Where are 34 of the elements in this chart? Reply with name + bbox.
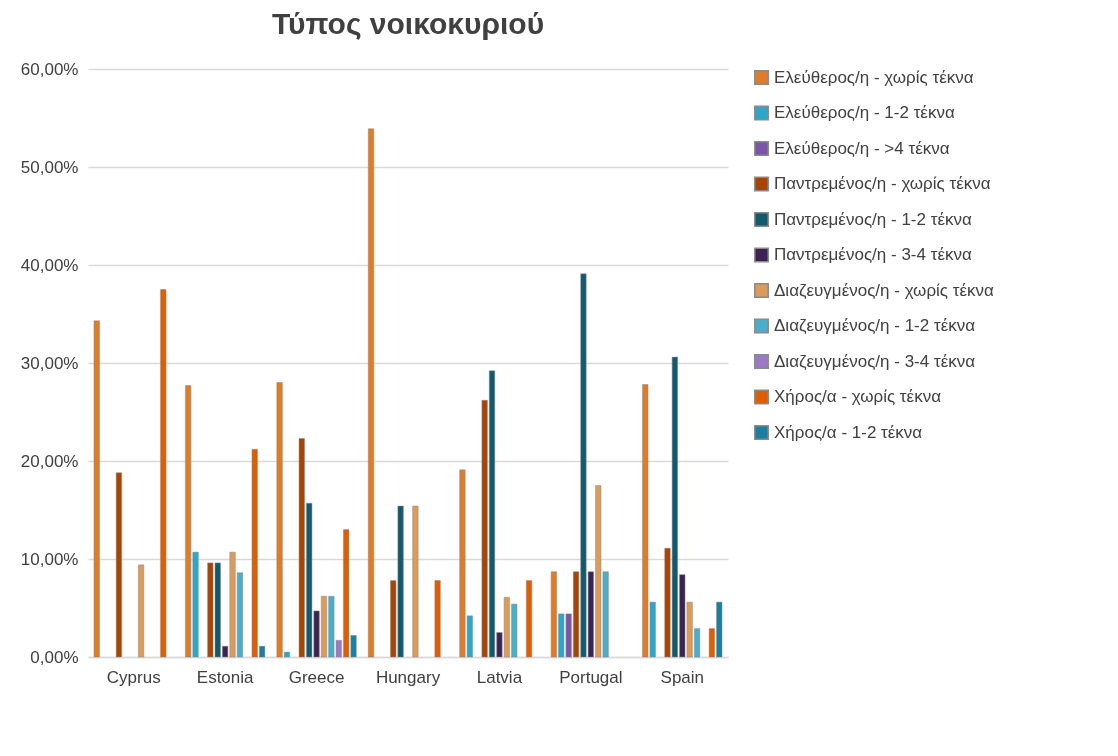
y-tick-label: 50,00% bbox=[20, 157, 79, 177]
chart-title: Τύπος νοικοκυριού bbox=[271, 7, 545, 40]
x-tick-label: Cyprus bbox=[106, 667, 161, 687]
legend-label: Ελεύθερος/η - χωρίς τέκνα bbox=[774, 67, 974, 87]
bar bbox=[93, 320, 100, 658]
legend-label: Ελεύθερος/η - >4 τέκνα bbox=[774, 138, 950, 158]
x-tick-label: Latvia bbox=[476, 667, 523, 687]
x-tick-label: Greece bbox=[288, 667, 345, 687]
bar bbox=[115, 472, 122, 658]
legend-label: Χήρος/α - χωρίς τέκνα bbox=[774, 387, 942, 406]
bar bbox=[138, 564, 145, 658]
y-tick-label: 0,00% bbox=[30, 647, 79, 667]
legend-label: Παντρεμένος/η - 3-4 τέκνα bbox=[774, 245, 972, 264]
y-tick-label: 10,00% bbox=[20, 549, 79, 569]
legend-label: Διαζευγμένος/η - 1-2 τέκνα bbox=[774, 316, 976, 335]
legend-label: Παντρεμένος/η - 1-2 τέκνα bbox=[774, 209, 972, 229]
y-tick-label: 20,00% bbox=[20, 451, 79, 471]
legend-label: Χήρος/α - 1-2 τέκνα bbox=[774, 422, 923, 442]
x-tick-label: Hungary bbox=[375, 667, 441, 687]
y-tick-label: 30,00% bbox=[20, 353, 79, 373]
x-tick-label: Estonia bbox=[196, 667, 255, 687]
bar bbox=[412, 505, 419, 658]
y-tick-label: 60,00% bbox=[20, 59, 79, 79]
bar bbox=[160, 289, 167, 658]
x-tick-label: Portugal bbox=[559, 667, 623, 687]
bar bbox=[434, 580, 441, 658]
legend-label: Παντρεμένος/η - χωρίς τέκνα bbox=[774, 174, 991, 193]
legend-label: Ελεύθερος/η - 1-2 τέκνα bbox=[774, 103, 955, 122]
legend-label: Διαζευγμένος/η - χωρίς τέκνα bbox=[774, 280, 995, 300]
legend-label: Διαζευγμένος/η - 3-4 τέκνα bbox=[774, 351, 976, 371]
bar bbox=[526, 580, 533, 658]
x-tick-label: Spain bbox=[660, 667, 705, 687]
bar bbox=[368, 128, 375, 658]
y-tick-label: 40,00% bbox=[20, 255, 79, 275]
